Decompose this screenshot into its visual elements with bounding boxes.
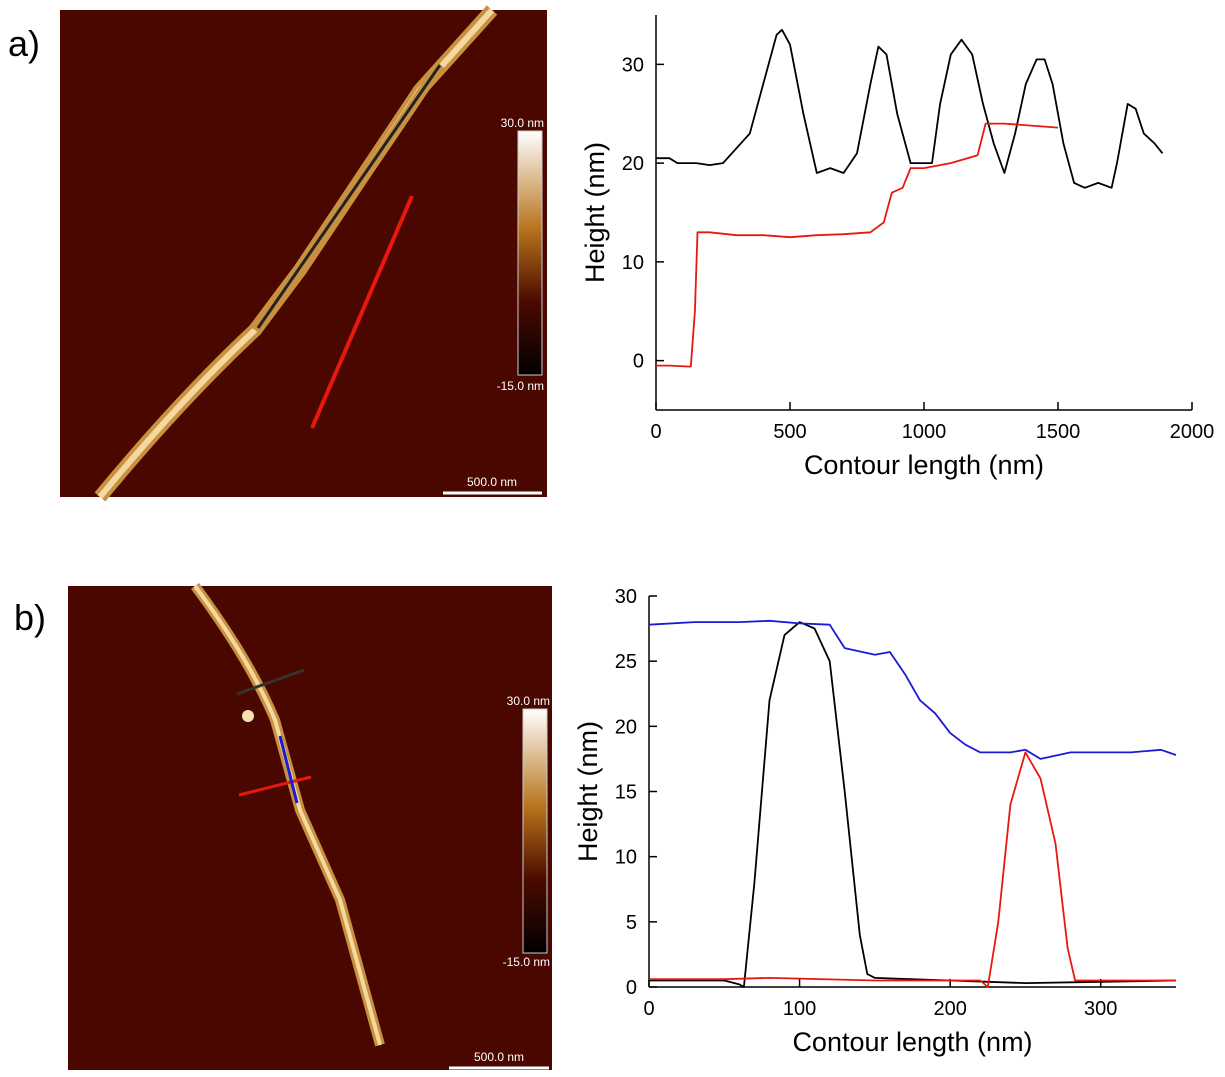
- x-tick-label: 500: [773, 421, 806, 443]
- y-tick-label: 0: [626, 977, 637, 999]
- y-tick-label: 10: [622, 252, 644, 274]
- colorbar-max: 30.0 nm: [501, 116, 544, 130]
- colorbar-min: -15.0 nm: [497, 379, 544, 393]
- panel-label: b): [14, 597, 46, 638]
- x-axis-title: Contour length (nm): [804, 450, 1044, 480]
- x-tick-label: 0: [643, 998, 654, 1020]
- y-tick-label: 15: [615, 782, 637, 804]
- colorbar-max: 30.0 nm: [507, 694, 550, 708]
- data-line: [656, 28, 1164, 189]
- scale-bar-label: 500.0 nm: [474, 1050, 524, 1064]
- y-tick-label: 20: [622, 153, 644, 175]
- scale-bar-label: 500.0 nm: [467, 475, 517, 489]
- y-tick-label: 25: [615, 651, 637, 673]
- x-tick-label: 1000: [902, 421, 947, 443]
- x-tick-label: 2000: [1170, 421, 1215, 443]
- x-tick-label: 300: [1084, 998, 1117, 1020]
- x-tick-label: 100: [783, 998, 816, 1020]
- x-tick-label: 200: [933, 998, 966, 1020]
- panel-label: a): [8, 23, 40, 64]
- y-tick-label: 20: [615, 716, 637, 738]
- data-line: [649, 751, 1176, 988]
- colorbar-min: -15.0 nm: [503, 955, 550, 969]
- y-tick-label: 30: [615, 586, 637, 608]
- y-tick-label: 30: [622, 54, 644, 76]
- y-tick-label: 10: [615, 847, 637, 869]
- y-tick-label: 0: [633, 351, 644, 373]
- x-tick-label: 0: [650, 421, 661, 443]
- data-line: [656, 122, 1059, 368]
- x-axis-title: Contour length (nm): [792, 1027, 1032, 1057]
- data-line: [648, 619, 1177, 760]
- afm-image: 30.0 nm -15.0 nm 500.0 nm: [68, 583, 552, 1070]
- afm-image: 30.0 nm -15.0 nm 500.0 nm: [60, 5, 547, 502]
- y-axis-title: Height (nm): [573, 721, 603, 862]
- x-tick-label: 1500: [1036, 421, 1081, 443]
- data-line: [649, 621, 1177, 988]
- y-tick-label: 5: [626, 912, 637, 934]
- y-axis-title: Height (nm): [580, 142, 610, 283]
